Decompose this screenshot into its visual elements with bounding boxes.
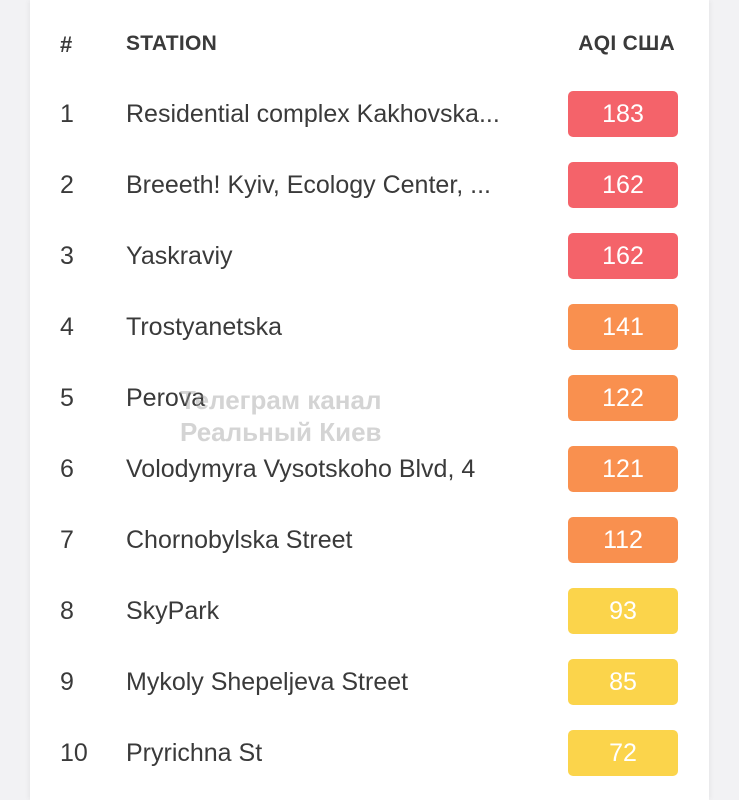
table-row[interactable]: 4 Trostyanetska 141 <box>30 292 709 363</box>
aqi-badge: 72 <box>568 730 678 776</box>
rank-number: 7 <box>60 526 74 554</box>
rank-number: 4 <box>60 313 74 341</box>
ranking-card: # STATION AQI США 1 Residential complex … <box>30 0 709 800</box>
aqi-badge: 85 <box>568 659 678 705</box>
station-name[interactable]: Perova <box>126 384 206 412</box>
table-row[interactable]: 9 Mykoly Shepeljeva Street 85 <box>30 647 709 718</box>
aqi-badge: 162 <box>568 233 678 279</box>
station-name[interactable]: Mykoly Shepeljeva Street <box>126 668 409 696</box>
station-name[interactable]: Volodymyra Vysotskoho Blvd, 4 <box>126 455 476 483</box>
rank-number: 9 <box>60 668 74 696</box>
table-row[interactable]: 5 Perova 122 <box>30 363 709 434</box>
rank-number: 6 <box>60 455 74 483</box>
rank-number: 5 <box>60 384 74 412</box>
station-name[interactable]: Residential complex Kakhovska... <box>126 100 500 128</box>
station-name[interactable]: Pryrichna St <box>126 739 263 767</box>
station-column-header[interactable]: STATION <box>126 32 218 55</box>
rank-number: 1 <box>60 100 74 128</box>
station-name[interactable]: Breeeth! Kyiv, Ecology Center, ... <box>126 171 491 199</box>
aqi-badge: 93 <box>568 588 678 634</box>
station-name[interactable]: Yaskraviy <box>126 242 233 270</box>
station-name[interactable]: SkyPark <box>126 597 220 625</box>
ranking-list: 1 Residential complex Kakhovska... 183 2… <box>30 79 709 789</box>
table-row[interactable]: 10 Pryrichna St 72 <box>30 718 709 789</box>
aqi-badge: 141 <box>568 304 678 350</box>
aqi-column-header[interactable]: AQI США <box>578 32 675 55</box>
rank-column-header: # <box>60 32 73 57</box>
rank-number: 3 <box>60 242 74 270</box>
table-row[interactable]: 6 Volodymyra Vysotskoho Blvd, 4 121 <box>30 434 709 505</box>
rank-number: 10 <box>60 739 88 767</box>
table-header: # STATION AQI США <box>30 0 709 86</box>
aqi-badge: 183 <box>568 91 678 137</box>
table-row[interactable]: 1 Residential complex Kakhovska... 183 <box>30 79 709 150</box>
table-row[interactable]: 7 Chornobylska Street 112 <box>30 505 709 576</box>
rank-number: 8 <box>60 597 74 625</box>
aqi-badge: 122 <box>568 375 678 421</box>
aqi-badge: 162 <box>568 162 678 208</box>
station-name[interactable]: Trostyanetska <box>126 313 283 341</box>
aqi-badge: 112 <box>568 517 678 563</box>
table-row[interactable]: 8 SkyPark 93 <box>30 576 709 647</box>
aqi-badge: 121 <box>568 446 678 492</box>
table-row[interactable]: 3 Yaskraviy 162 <box>30 221 709 292</box>
table-row[interactable]: 2 Breeeth! Kyiv, Ecology Center, ... 162 <box>30 150 709 221</box>
rank-number: 2 <box>60 171 74 199</box>
station-name[interactable]: Chornobylska Street <box>126 526 353 554</box>
